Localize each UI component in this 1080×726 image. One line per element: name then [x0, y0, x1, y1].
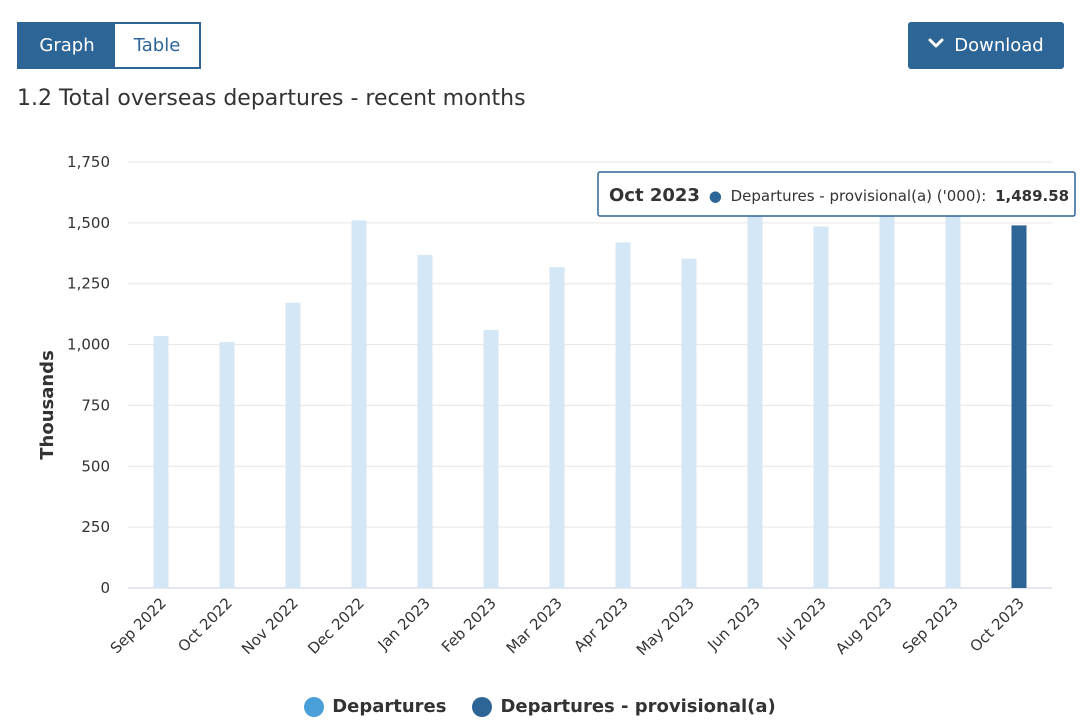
x-tick-label: Mar 2023 — [503, 594, 566, 657]
tooltip-value: 1,489.58 — [995, 187, 1069, 205]
y-tick-label: 1,750 — [67, 153, 110, 171]
x-tick-label: Jun 2023 — [703, 594, 763, 654]
legend-marker-provisional — [472, 696, 493, 717]
bar-departures[interactable] — [747, 213, 763, 588]
x-tick-label: Apr 2023 — [570, 594, 631, 655]
download-button[interactable]: Download — [908, 22, 1064, 69]
bar-departures[interactable] — [285, 302, 301, 588]
bar-departures[interactable] — [153, 336, 169, 588]
bar-departures[interactable] — [681, 258, 697, 588]
x-axis-ticks: Sep 2022 Oct 2022 Nov 2022 Dec 2022 Jan 2023… — [107, 594, 1028, 659]
bar-departures[interactable] — [417, 254, 433, 588]
tooltip-marker: ● — [709, 187, 722, 205]
y-tick-label: 1,250 — [67, 275, 110, 293]
chevron-down-icon — [928, 35, 944, 56]
legend-item-provisional[interactable]: Departures - provisional(a) — [472, 696, 776, 717]
gridlines — [128, 161, 1052, 589]
y-axis-label: Thousands — [37, 350, 58, 460]
y-tick-label: 750 — [81, 396, 110, 414]
bar-departures[interactable] — [813, 226, 829, 588]
download-label: Download — [954, 35, 1044, 56]
bar-departures[interactable] — [615, 242, 631, 588]
legend-label-provisional: Departures - provisional(a) — [500, 696, 776, 717]
bar-departures[interactable] — [219, 342, 235, 588]
y-tick-label: 500 — [81, 457, 110, 475]
legend-label-departures: Departures — [332, 696, 447, 717]
legend: Departures Departures - provisional(a) — [0, 696, 1080, 717]
bar-departures[interactable] — [879, 208, 895, 588]
view-toggle: Graph Table — [17, 22, 201, 69]
y-tick-label: 1,000 — [67, 336, 110, 354]
tooltip-box — [597, 171, 1076, 217]
tooltip-category: Oct 2023 — [609, 185, 700, 206]
x-tick-label: Jul 2023 — [773, 594, 830, 651]
bar-provisional[interactable] — [1011, 225, 1027, 588]
x-tick-label: Jan 2023 — [374, 594, 434, 654]
x-tick-label: Oct 2023 — [966, 594, 1027, 655]
y-tick-label: 250 — [81, 518, 110, 536]
bars — [153, 208, 1027, 588]
y-tick-label: 0 — [100, 579, 110, 597]
bar-departures[interactable] — [483, 329, 499, 588]
bar-departures[interactable] — [351, 220, 367, 588]
y-axis-ticks: 0 250 500 750 1,000 1,250 1,500 1,750 — [67, 153, 110, 597]
bar-departures[interactable] — [549, 267, 565, 588]
legend-marker-departures — [304, 696, 325, 717]
svg-text:Oct 2023 ● Departu: Oct 2023 ● Departures - provisional(a) (… — [609, 185, 1069, 206]
tooltip: Oct 2023 ● Departures - provisional(a) (… — [597, 171, 1076, 217]
x-tick-label: Dec 2022 — [304, 594, 368, 658]
bar-departures[interactable] — [945, 211, 961, 588]
tab-graph[interactable]: Graph — [19, 24, 115, 67]
tooltip-label: Departures - provisional(a) ('000): — [731, 187, 987, 205]
bar-chart: 0 250 500 750 1,000 1,250 1,500 1,750 Thousands… — [37, 153, 1076, 659]
x-tick-label: May 2023 — [633, 594, 698, 659]
x-tick-label: Nov 2022 — [238, 594, 302, 658]
tab-table[interactable]: Table — [115, 24, 199, 67]
legend-item-departures[interactable]: Departures — [304, 696, 446, 717]
x-tick-label: Aug 2023 — [832, 594, 896, 658]
y-tick-label: 1,500 — [67, 214, 110, 232]
x-tick-label: Feb 2023 — [438, 594, 500, 656]
x-tick-label: Oct 2022 — [174, 594, 235, 655]
x-tick-label: Sep 2023 — [899, 594, 962, 657]
chart-title: 1.2 Total overseas departures - recent m… — [17, 86, 526, 111]
x-tick-label: Sep 2022 — [107, 594, 170, 657]
